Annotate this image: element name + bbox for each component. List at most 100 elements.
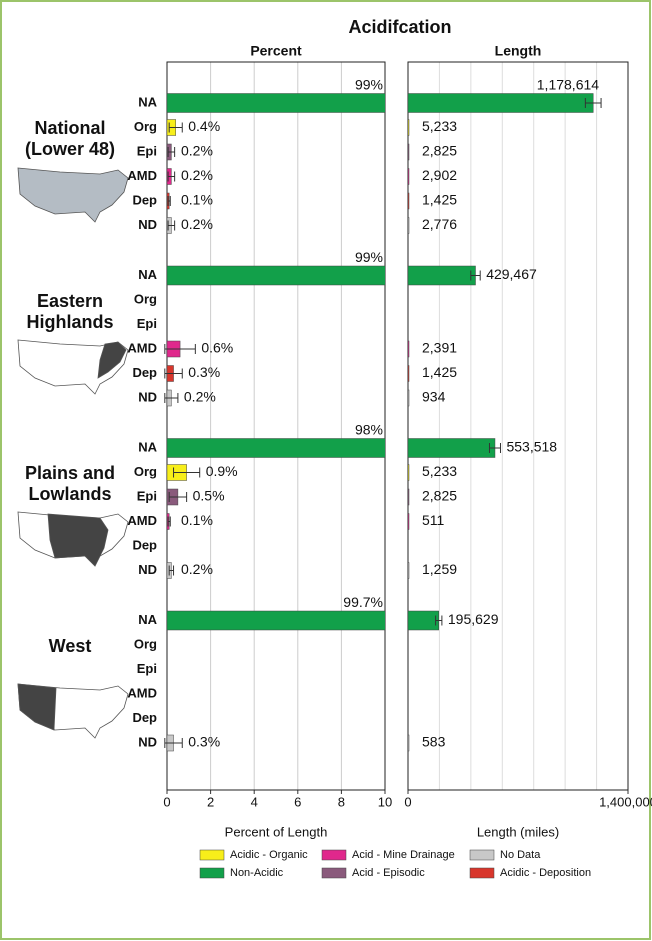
category-label: ND xyxy=(138,389,157,404)
category-label: AMD xyxy=(127,513,157,528)
value-label: 2,776 xyxy=(422,216,457,232)
group-label: National (Lower 48) xyxy=(24,118,116,159)
value-label: 583 xyxy=(422,734,446,750)
value-label: 0.6% xyxy=(201,340,233,356)
panel-frame xyxy=(166,61,386,791)
value-label: 1,259 xyxy=(422,561,457,577)
bar xyxy=(408,562,410,579)
x-tick-label: 6 xyxy=(294,794,301,809)
category-label: AMD xyxy=(127,340,157,355)
value-label: 0.2% xyxy=(181,167,213,183)
value-label: 5,233 xyxy=(422,463,457,479)
x-tick-label: 10 xyxy=(378,794,392,809)
value-label: 2,391 xyxy=(422,340,457,356)
value-label: 511 xyxy=(422,512,445,528)
category-label: AMD xyxy=(127,168,157,183)
bar xyxy=(167,93,385,113)
bar xyxy=(408,340,410,358)
panel-frame xyxy=(407,61,629,791)
group-label: Plains and Lowlands xyxy=(24,463,116,504)
value-label: 0.2% xyxy=(181,216,213,232)
category-label: ND xyxy=(138,734,157,749)
value-label: 553,518 xyxy=(506,439,557,455)
x-axis-label: Length (miles) xyxy=(477,824,559,839)
group-label: West xyxy=(48,635,92,656)
bar xyxy=(408,464,410,481)
error-bar xyxy=(164,344,196,354)
panel-title: Percent xyxy=(250,43,302,59)
category-label: Dep xyxy=(132,365,157,380)
x-tick-label: 1,400,000 xyxy=(599,794,652,809)
value-label: 99% xyxy=(355,77,383,93)
category-label: Dep xyxy=(132,192,157,207)
value-label: 1,425 xyxy=(422,192,457,208)
category-label: AMD xyxy=(127,685,157,700)
x-tick-label: 4 xyxy=(251,794,258,809)
chart-title: Acidifcation xyxy=(348,17,451,37)
map-plains-fill xyxy=(47,513,109,567)
bar xyxy=(408,265,476,286)
legend-label: Acidic - Organic xyxy=(230,849,308,861)
error-bar xyxy=(167,147,176,157)
error-bar xyxy=(584,98,602,108)
error-bar xyxy=(167,171,176,182)
map-eastern-fill xyxy=(97,341,127,379)
legend-label: No Data xyxy=(500,849,541,861)
group-label: Eastern Highlands xyxy=(26,290,114,332)
value-label: 2,902 xyxy=(422,167,457,183)
value-label: 934 xyxy=(422,389,446,405)
error-bar xyxy=(470,270,481,281)
bar xyxy=(408,168,410,185)
bar xyxy=(408,192,410,210)
legend-label: Acid - Mine Drainage xyxy=(352,849,455,861)
value-label: 99.7% xyxy=(343,594,383,610)
value-label: 0.3% xyxy=(188,734,220,750)
legend-label: Acid - Episodic xyxy=(352,867,425,879)
error-bar xyxy=(164,738,183,748)
category-label: Epi xyxy=(137,661,157,676)
legend-swatch xyxy=(199,849,225,861)
category-label: NA xyxy=(138,267,157,282)
map-eastern xyxy=(17,339,129,395)
bar xyxy=(167,265,385,286)
error-bar xyxy=(167,196,171,206)
legend-swatch xyxy=(321,849,347,861)
bar xyxy=(408,610,439,631)
error-bar xyxy=(167,516,171,527)
value-label: 0.2% xyxy=(184,389,216,405)
value-label: 99% xyxy=(355,249,383,265)
category-label: NA xyxy=(138,94,157,109)
value-label: 1,425 xyxy=(422,364,457,380)
legend-label: Non-Acidic xyxy=(230,867,284,879)
category-label: Org xyxy=(134,291,157,306)
error-bar xyxy=(168,492,188,502)
category-label: ND xyxy=(138,217,157,232)
error-bar xyxy=(488,443,501,453)
legend-swatch xyxy=(199,867,225,879)
bar xyxy=(408,143,410,161)
bar xyxy=(408,513,410,530)
x-tick-label: 0 xyxy=(404,794,411,809)
bars xyxy=(408,93,594,752)
bar xyxy=(167,438,385,458)
category-label: NA xyxy=(138,612,157,627)
bar xyxy=(408,488,410,506)
category-label: Org xyxy=(134,464,157,479)
category-label: ND xyxy=(138,562,157,577)
error-bar xyxy=(167,220,176,231)
value-label: 0.5% xyxy=(193,488,225,504)
map-west-fill xyxy=(17,683,57,731)
error-bar xyxy=(164,393,179,403)
category-label: Dep xyxy=(132,710,157,725)
bar xyxy=(408,438,496,458)
legend-swatch xyxy=(321,867,347,879)
map-national xyxy=(17,167,129,223)
value-label: 0.2% xyxy=(181,143,213,159)
x-tick-label: 0 xyxy=(163,794,170,809)
bar xyxy=(408,365,410,382)
bar xyxy=(408,217,410,234)
category-label: NA xyxy=(138,439,157,454)
legend-label: Acidic - Deposition xyxy=(500,867,591,879)
